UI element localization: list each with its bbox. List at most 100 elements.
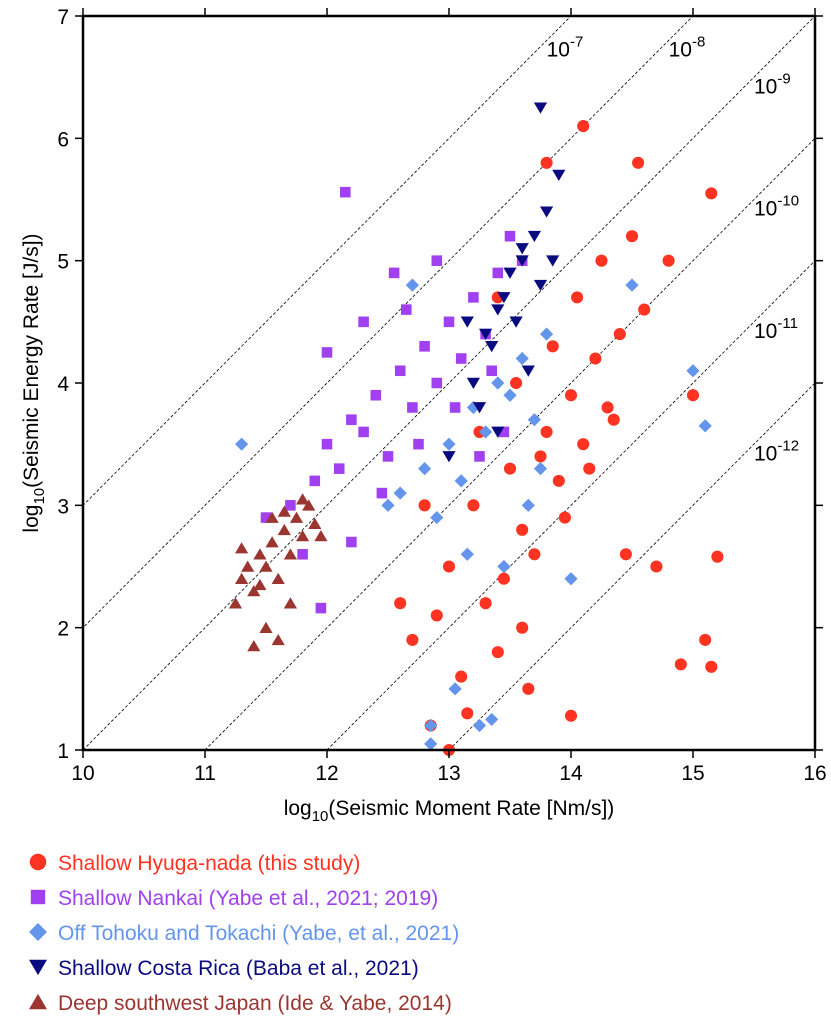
point bbox=[472, 718, 487, 733]
point bbox=[491, 304, 505, 316]
point bbox=[533, 279, 548, 292]
point bbox=[503, 388, 517, 402]
point bbox=[448, 682, 462, 696]
legend-marker bbox=[30, 889, 46, 905]
point bbox=[235, 572, 249, 585]
point bbox=[346, 414, 357, 425]
point bbox=[485, 712, 499, 727]
y-tick-label: 2 bbox=[57, 618, 69, 641]
point bbox=[497, 572, 510, 585]
point bbox=[289, 511, 304, 523]
point bbox=[583, 462, 596, 475]
point bbox=[259, 621, 273, 633]
point bbox=[564, 389, 578, 402]
ratio-base: 10 bbox=[754, 198, 777, 221]
point bbox=[595, 254, 608, 267]
point bbox=[546, 255, 560, 267]
ratio-lines bbox=[83, 16, 815, 750]
point bbox=[698, 419, 712, 433]
x-label: log10(Seismic Moment Rate [Nm/s]) bbox=[284, 797, 615, 825]
point bbox=[418, 462, 432, 476]
point bbox=[247, 640, 261, 652]
point bbox=[393, 486, 407, 500]
point bbox=[424, 737, 438, 751]
point bbox=[601, 401, 614, 414]
point bbox=[521, 498, 535, 512]
point bbox=[492, 267, 504, 279]
legend-label: Shallow Nankai (Yabe et al., 2021; 2019) bbox=[58, 887, 438, 910]
point bbox=[277, 505, 291, 517]
ratio-line bbox=[448, 382, 815, 750]
point bbox=[460, 316, 474, 328]
point bbox=[509, 316, 523, 328]
point bbox=[486, 365, 497, 377]
axis-label-sub: 10 bbox=[312, 808, 329, 825]
point bbox=[705, 187, 718, 200]
point bbox=[625, 230, 639, 243]
point bbox=[283, 548, 297, 560]
ratio-exp: -12 bbox=[777, 437, 799, 454]
point bbox=[625, 278, 639, 292]
point bbox=[522, 682, 535, 695]
point bbox=[455, 670, 468, 683]
ratio-base: 10 bbox=[547, 39, 570, 62]
point bbox=[260, 512, 272, 523]
point bbox=[503, 267, 517, 279]
y-tick-label: 1 bbox=[57, 740, 69, 763]
point bbox=[283, 597, 297, 609]
point bbox=[527, 413, 541, 427]
point bbox=[515, 243, 529, 255]
ratio-label: 10-7 bbox=[547, 34, 584, 62]
point bbox=[589, 352, 602, 365]
point bbox=[503, 462, 517, 475]
point bbox=[449, 402, 461, 413]
point bbox=[552, 474, 565, 487]
point bbox=[442, 560, 456, 573]
point bbox=[401, 304, 412, 315]
point bbox=[552, 169, 566, 181]
point bbox=[431, 377, 443, 389]
point bbox=[705, 660, 718, 673]
point bbox=[540, 425, 553, 438]
point bbox=[302, 499, 316, 511]
point bbox=[491, 376, 505, 390]
ratio-exp: -10 bbox=[777, 193, 799, 210]
point bbox=[558, 511, 571, 524]
point bbox=[533, 462, 548, 476]
ratio-label: 10-10 bbox=[754, 193, 799, 221]
legend-label: Shallow Hyuga-nada (this study) bbox=[58, 852, 360, 875]
axis-label-part: (Seismic Moment Rate [Nm/s]) bbox=[328, 797, 614, 820]
point bbox=[515, 351, 529, 366]
point bbox=[285, 500, 296, 511]
point bbox=[333, 463, 345, 474]
axis-label-sub: 10 bbox=[31, 488, 48, 505]
y-label: log10(Seismic Energy Rate [J/s]) bbox=[20, 233, 48, 532]
point bbox=[619, 548, 632, 561]
ratio-line bbox=[83, 16, 572, 506]
point bbox=[455, 353, 467, 364]
ratio-label: 10-12 bbox=[754, 437, 799, 465]
point bbox=[382, 451, 394, 462]
point bbox=[638, 303, 651, 316]
point bbox=[521, 365, 535, 377]
point bbox=[534, 450, 547, 463]
ratio-line bbox=[83, 16, 815, 750]
point bbox=[528, 548, 541, 561]
x-tick-label: 11 bbox=[194, 762, 216, 785]
point bbox=[546, 340, 559, 353]
point bbox=[309, 475, 321, 487]
point bbox=[516, 621, 529, 634]
point bbox=[479, 425, 493, 439]
point bbox=[498, 426, 510, 438]
point bbox=[674, 658, 687, 671]
point bbox=[460, 547, 474, 561]
y-tick-label: 5 bbox=[57, 251, 69, 274]
point bbox=[686, 389, 700, 402]
point bbox=[321, 438, 333, 450]
point bbox=[271, 633, 285, 646]
legend-marker bbox=[29, 959, 47, 976]
point bbox=[346, 536, 357, 548]
ratio-base: 10 bbox=[754, 320, 777, 343]
point bbox=[632, 156, 645, 169]
